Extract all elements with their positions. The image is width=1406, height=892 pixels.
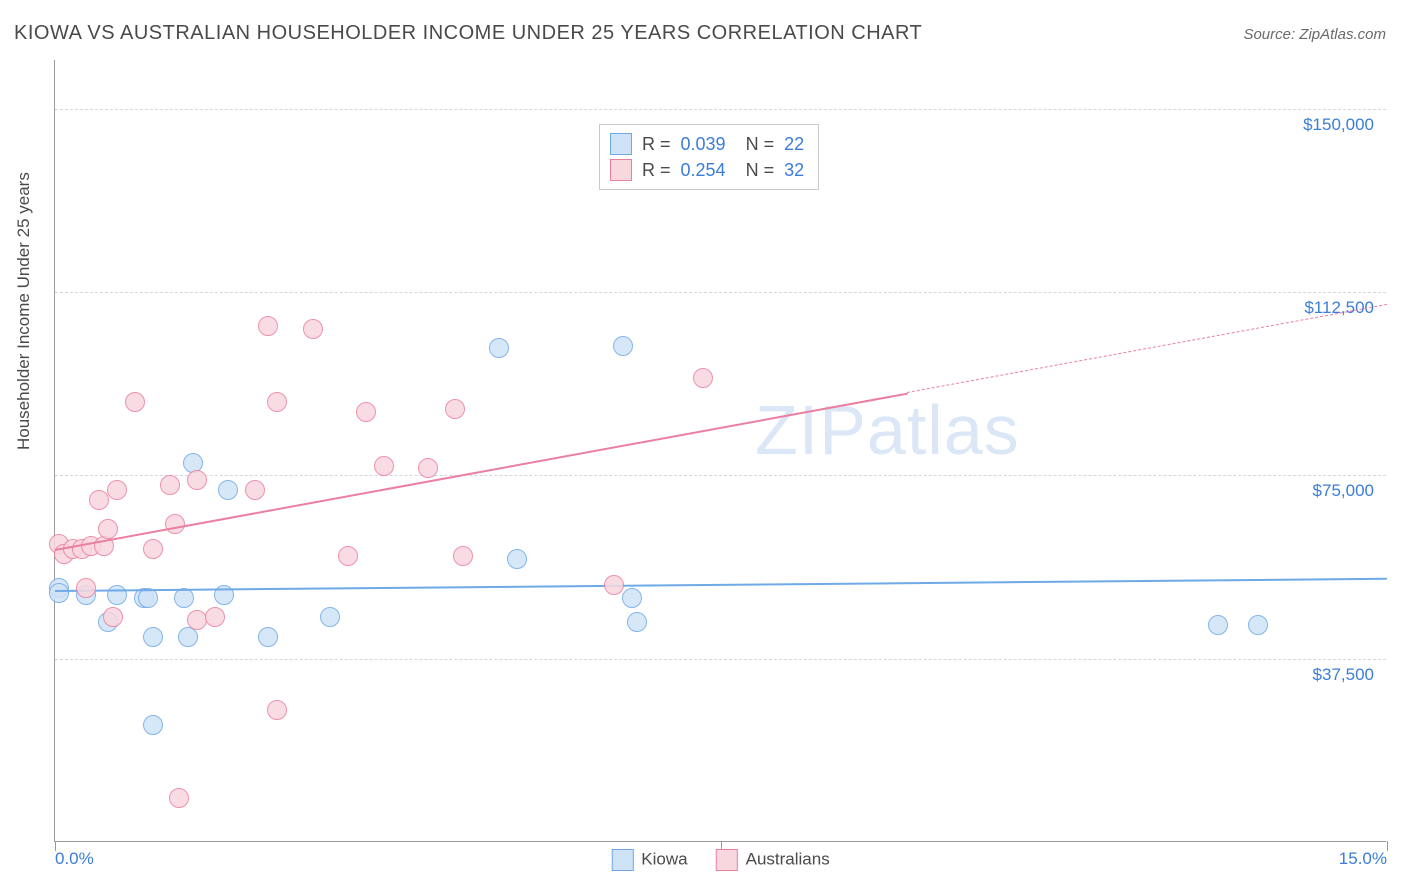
data-point <box>169 788 189 808</box>
data-point <box>374 456 394 476</box>
source-credit: Source: ZipAtlas.com <box>1243 26 1386 43</box>
data-point <box>356 402 376 422</box>
data-point <box>258 316 278 336</box>
series-legend: Kiowa Australians <box>611 849 829 871</box>
x-tick-label: 0.0% <box>55 849 94 869</box>
data-point <box>98 519 118 539</box>
data-point <box>1248 615 1268 635</box>
legend-n-label: N = <box>746 131 775 157</box>
data-point <box>445 399 465 419</box>
data-point <box>627 612 647 632</box>
data-point <box>320 607 340 627</box>
data-point <box>76 578 96 598</box>
data-point <box>205 607 225 627</box>
trend-line-extrapolated <box>907 304 1387 393</box>
watermark: ZIPatlas <box>755 390 1020 470</box>
data-point <box>418 458 438 478</box>
data-point <box>489 338 509 358</box>
gridline <box>55 292 1386 293</box>
data-point <box>267 700 287 720</box>
data-point <box>604 575 624 595</box>
data-point <box>622 588 642 608</box>
data-point <box>258 627 278 647</box>
correlation-legend: R = 0.039 N = 22 R = 0.254 N = 32 <box>599 124 819 190</box>
data-point <box>693 368 713 388</box>
trend-line <box>55 578 1387 592</box>
y-tick-label: $150,000 <box>1303 115 1374 135</box>
legend-item: Kiowa <box>611 849 687 871</box>
data-point <box>303 319 323 339</box>
data-point <box>143 539 163 559</box>
data-point <box>613 336 633 356</box>
y-axis-label: Householder Income Under 25 years <box>14 172 34 450</box>
legend-r-label: R = <box>642 131 671 157</box>
data-point <box>107 585 127 605</box>
legend-n-value: 32 <box>784 157 804 183</box>
data-point <box>143 627 163 647</box>
data-point <box>160 475 180 495</box>
legend-swatch <box>611 849 633 871</box>
legend-n-value: 22 <box>784 131 804 157</box>
y-tick-label: $37,500 <box>1313 665 1374 685</box>
legend-swatch <box>716 849 738 871</box>
x-tick-label: 15.0% <box>1339 849 1387 869</box>
data-point <box>338 546 358 566</box>
data-point <box>103 607 123 627</box>
scatter-plot-area: ZIPatlas $37,500$75,000$112,500$150,0000… <box>54 60 1386 842</box>
legend-r-label: R = <box>642 157 671 183</box>
gridline <box>55 109 1386 110</box>
x-tick-mark <box>1387 841 1388 851</box>
chart-title: KIOWA VS AUSTRALIAN HOUSEHOLDER INCOME U… <box>14 22 922 45</box>
data-point <box>49 583 69 603</box>
legend-swatch <box>610 133 632 155</box>
gridline <box>55 659 1386 660</box>
legend-item: Australians <box>716 849 830 871</box>
data-point <box>125 392 145 412</box>
data-point <box>143 715 163 735</box>
legend-row: R = 0.039 N = 22 <box>610 131 804 157</box>
legend-label: Kiowa <box>641 849 687 868</box>
trend-line <box>55 392 908 550</box>
legend-label: Australians <box>746 849 830 868</box>
data-point <box>187 610 207 630</box>
legend-r-value: 0.039 <box>681 131 726 157</box>
data-point <box>165 514 185 534</box>
data-point <box>245 480 265 500</box>
legend-row: R = 0.254 N = 32 <box>610 157 804 183</box>
data-point <box>507 549 527 569</box>
gridline <box>55 475 1386 476</box>
legend-n-label: N = <box>746 157 775 183</box>
data-point <box>218 480 238 500</box>
data-point <box>178 627 198 647</box>
data-point <box>1208 615 1228 635</box>
data-point <box>453 546 473 566</box>
data-point <box>107 480 127 500</box>
data-point <box>267 392 287 412</box>
data-point <box>89 490 109 510</box>
legend-r-value: 0.254 <box>681 157 726 183</box>
y-tick-label: $75,000 <box>1313 481 1374 501</box>
data-point <box>187 470 207 490</box>
legend-swatch <box>610 159 632 181</box>
